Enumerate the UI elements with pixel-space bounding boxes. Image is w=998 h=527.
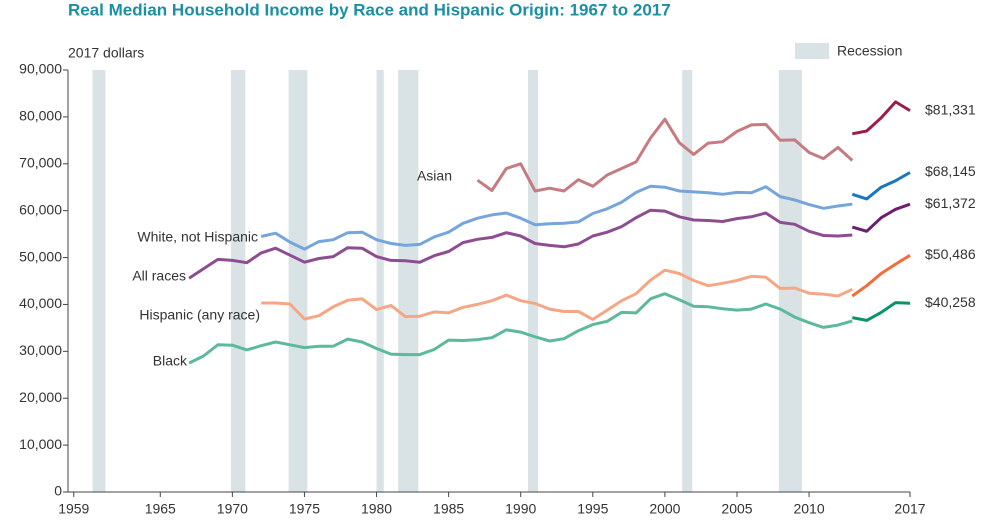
y-tick-label: 0 xyxy=(54,483,62,499)
series-line xyxy=(851,202,911,233)
y-tick-label: 50,000 xyxy=(19,248,62,264)
recession-band xyxy=(398,70,419,492)
recession-band xyxy=(778,70,802,492)
series-line xyxy=(188,292,853,365)
y-tick-label: 80,000 xyxy=(19,108,62,124)
recession-legend-label: Recession xyxy=(837,43,902,59)
series-label: White, not Hispanic xyxy=(137,229,258,245)
y-tick-label: 90,000 xyxy=(19,61,62,77)
series-line xyxy=(260,184,853,251)
y-tick-label: 40,000 xyxy=(19,295,62,311)
series-line xyxy=(852,100,911,136)
series-line xyxy=(188,208,853,280)
x-tick-label: 1990 xyxy=(505,501,536,517)
y-axis-unit: 2017 dollars xyxy=(68,45,144,61)
recession-band xyxy=(230,70,246,492)
recession-band xyxy=(682,70,693,492)
series-label: All races xyxy=(132,268,186,284)
x-tick-label: 1980 xyxy=(361,501,392,517)
value-label: $61,372 xyxy=(925,195,976,211)
recession-band xyxy=(376,70,384,492)
recession-band xyxy=(92,70,106,492)
y-tick-label: 70,000 xyxy=(19,154,62,170)
recession-legend-swatch xyxy=(795,43,829,59)
x-tick-label: 1985 xyxy=(433,501,464,517)
series-line xyxy=(851,171,911,201)
value-label: $40,258 xyxy=(925,294,976,310)
series-line xyxy=(476,117,854,193)
value-label: $68,145 xyxy=(925,163,976,179)
y-tick-label: 20,000 xyxy=(19,389,62,405)
y-tick-label: 10,000 xyxy=(19,436,62,452)
value-label: $81,331 xyxy=(925,101,976,117)
recession-band xyxy=(288,70,308,492)
series-line xyxy=(852,301,911,322)
x-tick-label: 2017 xyxy=(894,501,925,517)
x-tick-label: 2010 xyxy=(793,501,824,517)
x-tick-label: 1995 xyxy=(577,501,608,517)
x-tick-label: 1965 xyxy=(145,501,176,517)
x-tick-label: 1959 xyxy=(58,501,89,517)
x-tick-label: 2005 xyxy=(721,501,752,517)
x-tick-label: 2000 xyxy=(649,501,680,517)
chart-title: Real Median Household Income by Race and… xyxy=(68,0,671,19)
recession-band xyxy=(527,70,539,492)
series-label: Hispanic (any race) xyxy=(139,307,260,323)
x-tick-label: 1970 xyxy=(217,501,248,517)
series-label: Black xyxy=(153,353,188,369)
x-tick-label: 1975 xyxy=(289,501,320,517)
series-label: Asian xyxy=(417,168,452,184)
y-tick-label: 30,000 xyxy=(19,342,62,358)
value-label: $50,486 xyxy=(925,246,976,262)
y-tick-label: 60,000 xyxy=(19,201,62,217)
series-line xyxy=(851,254,911,298)
series-line xyxy=(261,268,853,321)
